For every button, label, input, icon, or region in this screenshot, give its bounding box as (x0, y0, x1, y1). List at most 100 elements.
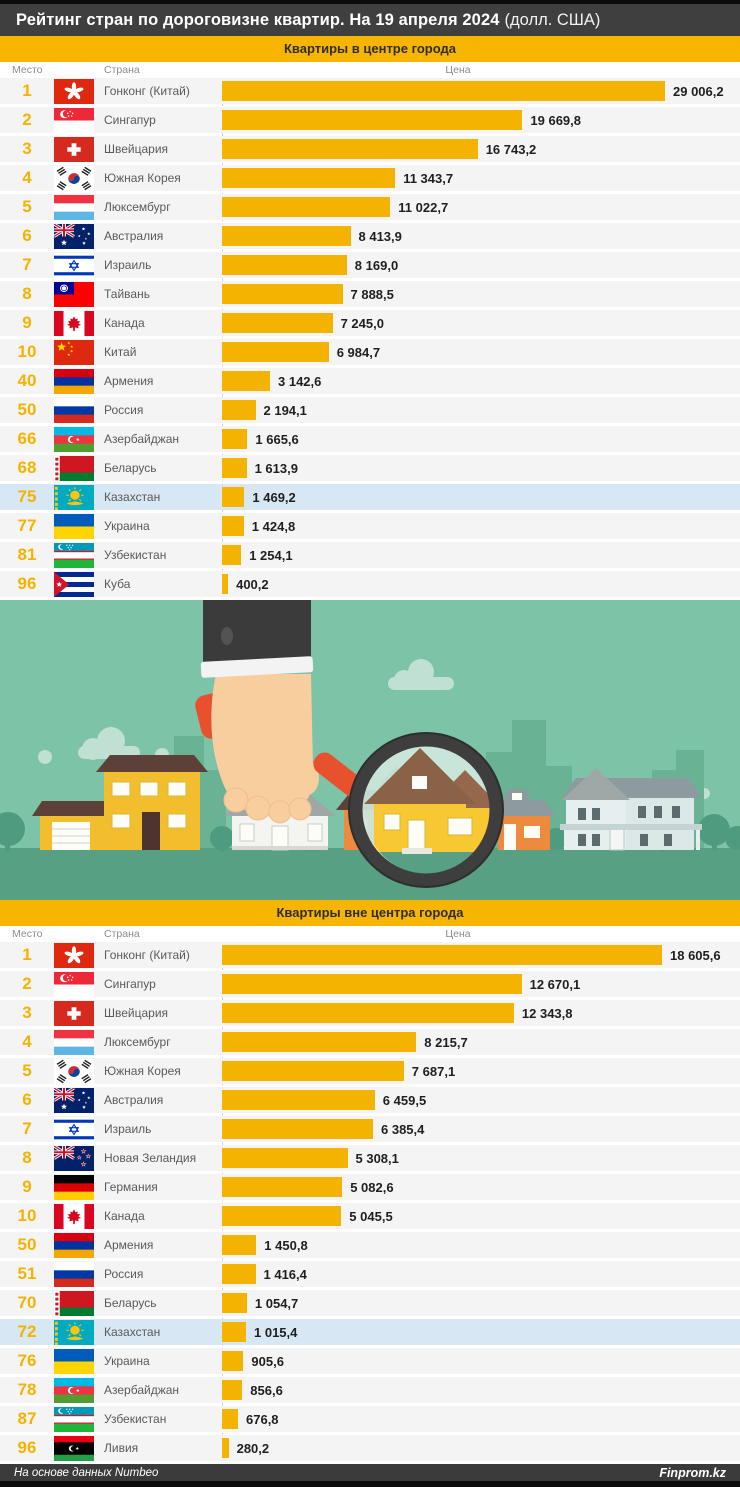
price-value: 8 169,0 (354, 257, 399, 273)
country-label: Украина (104, 1354, 150, 1368)
price-value: 8 215,7 (424, 1034, 468, 1050)
country-label: Новая Зеландия (104, 1151, 197, 1165)
data-source-label: На основе данных Numbeo (14, 1466, 159, 1479)
country-label: Израиль (104, 258, 152, 272)
country-label: Сингапур (104, 113, 156, 127)
table-row: 1 Гонконг (Китай) 18 605,6 (0, 942, 740, 968)
flag-il-icon (54, 252, 100, 278)
country-label: Россия (104, 403, 144, 417)
price-bar (222, 1322, 246, 1342)
bar-cell: 6 385,4 (222, 1116, 740, 1142)
magnifier (348, 732, 504, 888)
rank-label: 9 (22, 1177, 32, 1196)
price-value: 1 450,8 (264, 1237, 308, 1253)
flag-am-icon (54, 368, 100, 394)
price-value: 856,6 (250, 1382, 283, 1398)
price-value: 1 254,1 (249, 547, 293, 563)
bar-cell: 1 416,4 (222, 1261, 740, 1287)
bar-cell: 11 343,7 (222, 165, 740, 191)
table-row: 66 Азербайджан 1 665,6 (0, 426, 740, 452)
flag-sg-icon (54, 971, 100, 997)
price-value: 1 613,9 (254, 460, 298, 476)
table-row: 96 Куба 400,2 (0, 571, 740, 597)
rank-label: 81 (17, 545, 37, 564)
country-label: Канада (104, 316, 145, 330)
price-value: 16 743,2 (485, 141, 537, 157)
bar-cell: 1 254,1 (222, 542, 740, 568)
rank-label: 5 (22, 197, 32, 216)
price-value: 7 888,5 (350, 286, 394, 302)
table-row: 50 Армения 1 450,8 (0, 1232, 740, 1258)
table-row: 8 Тайвань 7 888,5 (0, 281, 740, 307)
bar-cell: 400,2 (222, 571, 740, 597)
country-label: Беларусь (104, 1296, 157, 1310)
price-value: 6 984,7 (336, 344, 381, 360)
rank-label: 3 (22, 1003, 32, 1022)
price-value: 676,8 (246, 1411, 279, 1427)
price-bar (222, 1264, 256, 1284)
table-row: 68 Беларусь 1 613,9 (0, 455, 740, 481)
table-row: 77 Украина 1 424,8 (0, 513, 740, 539)
flag-az-icon (54, 1377, 100, 1403)
table-row: 8 Новая Зеландия 5 308,1 (0, 1145, 740, 1171)
country-label: Люксембург (104, 1035, 171, 1049)
rank-label: 78 (17, 1380, 37, 1399)
brand-label: Finprom.kz (659, 1465, 726, 1480)
rank-label: 50 (17, 1235, 37, 1254)
price-bar (222, 226, 351, 246)
rows: 1 Гонконг (Китай) 29 006,2 2 Сингапур 19 669,… (0, 78, 740, 597)
page-title-unit: (долл. США) (504, 10, 601, 29)
table-row: 3 Швейцария 16 743,2 (0, 136, 740, 162)
country-label: Израиль (104, 1122, 152, 1136)
rank-label: 10 (17, 342, 37, 361)
table-row: 87 Узбекистан 676,8 (0, 1406, 740, 1432)
table-row: 75 Казахстан 1 469,2 (0, 484, 740, 510)
rows: 1 Гонконг (Китай) 18 605,6 2 Сингапур 12 670,… (0, 942, 740, 1461)
houses-illustration (0, 600, 740, 900)
bar-cell: 1 015,4 (222, 1319, 740, 1345)
table-row: 72 Казахстан 1 015,4 (0, 1319, 740, 1345)
bar-cell: 7 245,0 (222, 310, 740, 336)
table-row: 51 Россия 1 416,4 (0, 1261, 740, 1287)
table-row: 5 Люксембург 11 022,7 (0, 194, 740, 220)
table-row: 78 Азербайджан 856,6 (0, 1377, 740, 1403)
price-value: 12 670,1 (529, 976, 581, 992)
country-label: Гонконг (Китай) (104, 948, 190, 962)
bar-cell: 11 022,7 (222, 194, 740, 220)
price-value: 6 385,4 (381, 1121, 425, 1137)
table-row: 3 Швейцария 12 343,8 (0, 1000, 740, 1026)
rank-label: 66 (17, 429, 37, 448)
table-row: 7 Израиль 8 169,0 (0, 252, 740, 278)
table-row: 4 Люксембург 8 215,7 (0, 1029, 740, 1055)
section-city-center: Квартиры в центре города Место Страна Це… (0, 36, 740, 597)
country-label: Германия (104, 1180, 158, 1194)
price-value: 1 054,7 (254, 1295, 299, 1311)
country-label: Казахстан (104, 490, 161, 504)
rank-label: 6 (22, 1090, 32, 1109)
flag-tw-icon (54, 281, 100, 307)
rank-label: 2 (22, 974, 32, 993)
country-label: Канада (104, 1209, 145, 1223)
price-bar (222, 545, 242, 565)
price-value: 1 416,4 (263, 1266, 307, 1282)
rank-label: 70 (17, 1293, 37, 1312)
bar-cell: 5 308,1 (222, 1145, 740, 1171)
section-band: Квартиры вне центра города (0, 900, 740, 926)
small-orange-house (492, 789, 556, 850)
column-headers: Место Страна Цена (0, 62, 740, 78)
price-bar (222, 1380, 243, 1400)
table-row: 9 Германия 5 082,6 (0, 1174, 740, 1200)
bar-cell: 29 006,2 (222, 78, 740, 104)
rank-label: 7 (22, 1119, 32, 1138)
flag-sg-icon (54, 107, 100, 133)
country-label: Тайвань (104, 287, 150, 301)
flag-kz-icon (54, 1319, 100, 1345)
flag-by-icon (54, 1290, 100, 1316)
flag-cn-icon (54, 339, 100, 365)
rank-label: 77 (17, 516, 37, 535)
country-label: Швейцария (104, 1006, 169, 1020)
table-row: 40 Армения 3 142,6 (0, 368, 740, 394)
col-header-country: Страна (104, 64, 140, 76)
table-row: 50 Россия 2 194,1 (0, 397, 740, 423)
table-row: 96 Ливия 280,2 (0, 1435, 740, 1461)
